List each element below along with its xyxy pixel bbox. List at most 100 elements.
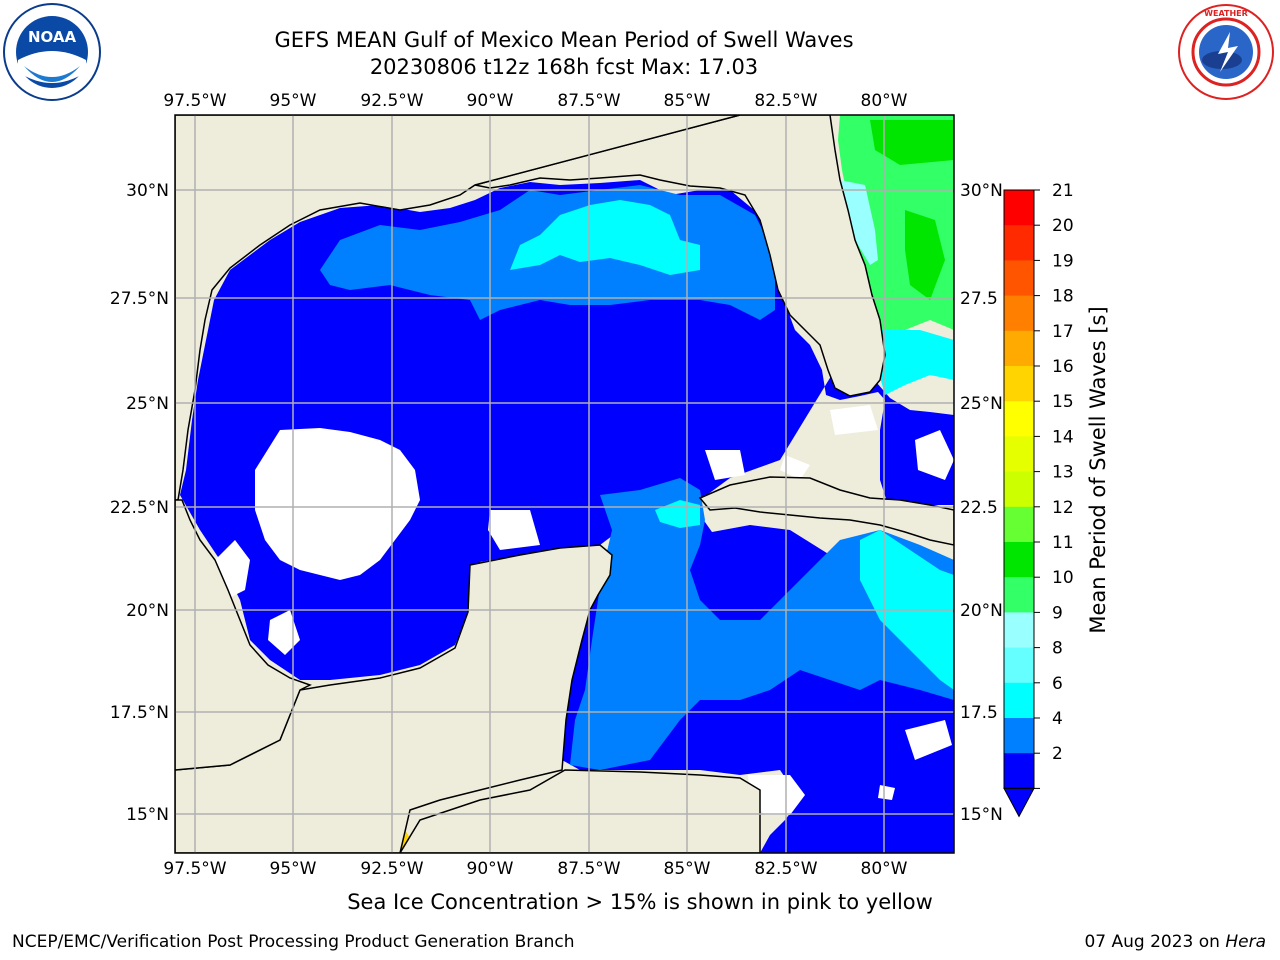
lon-label-top: 87.5°W: [557, 91, 620, 111]
lon-label-top: 95°W: [270, 91, 317, 111]
atlantic-green2: [905, 210, 945, 300]
lat-label-left: 22.5°N: [110, 498, 169, 518]
colorbar-swatch: [1004, 471, 1034, 508]
lat-label-right: 25°N: [960, 394, 1003, 414]
undefined-patch-west: [255, 428, 420, 580]
undefined-patch-bahamas: [915, 430, 954, 480]
lat-label-left: 27.5°N: [110, 289, 169, 309]
chart-subtitle: 20230806 t12z 168h fcst Max: 17.03: [369, 55, 759, 79]
lat-label-left: 30°N: [126, 181, 169, 201]
lon-label-bottom: 82.5°W: [754, 859, 817, 879]
lat-label-right: 30°N: [960, 181, 1003, 201]
colorbar-tick-label: 14: [1052, 427, 1074, 447]
lat-label-right: 27.5: [960, 289, 998, 309]
lon-label-top: 85°W: [664, 91, 711, 111]
atlantic-bright-green: [870, 120, 954, 165]
colorbar-swatch: [1004, 542, 1034, 578]
colorbar-extend-arrow: [1003, 787, 1035, 818]
colorbar-tick-label: 13: [1052, 463, 1074, 483]
lon-label-bottom: 80°W: [861, 859, 908, 879]
colorbar-swatch: [1004, 401, 1034, 437]
colorbar-swatch: [1004, 647, 1034, 684]
lon-label-bottom: 87.5°W: [557, 859, 620, 879]
colorbar-tick-label: 20: [1052, 216, 1074, 236]
ocean-6-8-north: [510, 200, 700, 275]
colorbar-swatch: [1004, 682, 1034, 719]
us-coast-land: [175, 115, 741, 501]
undefined-patch-carib2: [905, 720, 952, 760]
colorbar-frame: [1003, 189, 1035, 789]
colorbar-title: Mean Period of Swell Waves [s]: [1086, 306, 1110, 633]
footer-date-text: 07 Aug 2023 on: [1084, 932, 1226, 952]
map-gridlines: [175, 115, 954, 853]
lat-labels-left: 30°N 27.5°N 25°N 22.5°N 20°N 17.5°N 15°N: [110, 181, 169, 825]
lat-label-left: 17.5°N: [110, 703, 169, 723]
lon-label-bottom: 90°W: [467, 859, 514, 879]
svg-text:WEATHER: WEATHER: [1204, 9, 1248, 18]
colorbar-swatch: [1004, 718, 1034, 754]
lon-label-bottom: 92.5°W: [360, 859, 423, 879]
colorbar-tick-label: 18: [1052, 287, 1074, 307]
colorbar-tick-label: 11: [1052, 533, 1074, 553]
noaa-logo-text: NOAA: [28, 28, 77, 46]
colorbar-swatch: [1004, 366, 1034, 402]
lon-label-top: 97.5°W: [163, 91, 226, 111]
colorbar-swatch: [1004, 436, 1034, 473]
colorbar-swatch: [1004, 295, 1034, 332]
colorbar-tick-label: 21: [1052, 181, 1074, 201]
colorbar-tick-label: 6: [1052, 674, 1063, 694]
lat-labels-right: 30°N 27.5 25°N 22.5 20°N 17.5 15°N: [960, 181, 1003, 825]
noaa-logo: NOAA: [3, 3, 101, 101]
undefined-patch-keys: [830, 405, 878, 435]
colorbar-swatch: [1004, 577, 1034, 613]
colorbar-tick-label: 4: [1052, 709, 1063, 729]
colorbar-tick-label: 10: [1052, 568, 1074, 588]
lat-label-left: 15°N: [126, 805, 169, 825]
colorbar-tick-label: 17: [1052, 322, 1074, 342]
colorbar-swatch: [1004, 225, 1034, 261]
colorbar-tick-label: 12: [1052, 498, 1074, 518]
colorbar-tick-label: 15: [1052, 392, 1074, 412]
lon-label-bottom: 97.5°W: [163, 859, 226, 879]
lon-label-top: 90°W: [467, 91, 514, 111]
lon-label-top: 92.5°W: [360, 91, 423, 111]
undefined-patch-east2: [780, 455, 810, 480]
cuba-land: [698, 476, 954, 546]
lat-label-right: 20°N: [960, 601, 1003, 621]
colorbar-swatch: [1004, 506, 1034, 543]
map-frame: [174, 114, 955, 854]
lon-labels-top: 97.5°W 95°W 92.5°W 90°W 87.5°W 85°W 82.5…: [163, 91, 907, 111]
chart-title: GEFS MEAN Gulf of Mexico Mean Period of …: [274, 28, 854, 52]
colorbar-tick-label: 9: [1052, 603, 1063, 623]
footer-credit: NCEP/EMC/Verification Post Processing Pr…: [12, 932, 575, 952]
florida-land: [474, 115, 886, 397]
yucatan-land: [175, 544, 613, 853]
lon-label-bottom: 85°W: [664, 859, 711, 879]
colorbar-swatch: [1004, 753, 1034, 789]
lat-label-right: 17.5: [960, 703, 998, 723]
footer-host: Hera: [1225, 932, 1266, 952]
lon-label-bottom: 95°W: [270, 859, 317, 879]
lon-label-top: 80°W: [861, 91, 908, 111]
lat-label-right: 22.5: [960, 498, 998, 518]
atlantic-cyan: [840, 180, 878, 265]
undefined-patch-s: [268, 610, 300, 655]
footer-date: 07 Aug 2023 on Hera: [1084, 932, 1266, 952]
lat-label-right: 15°N: [960, 805, 1003, 825]
colorbar-tick-label: 19: [1052, 251, 1074, 271]
colorbar-tick-label: 16: [1052, 357, 1074, 377]
lon-label-top: 82.5°W: [754, 91, 817, 111]
undefined-patch-east: [705, 450, 745, 480]
map-plot: [175, 115, 954, 853]
sea-ice-note: Sea Ice Concentration > 15% is shown in …: [347, 890, 933, 914]
colorbar: 21 20 19 18 17 16 15 14 13 12 11 10 9 8 6 4 2: [1003, 181, 1074, 818]
undefined-patch-hond: [748, 775, 805, 815]
atlantic-cyan2: [878, 330, 954, 395]
colorbar-swatch: [1004, 330, 1034, 367]
lon-labels-bottom: 97.5°W 95°W 92.5°W 90°W 87.5°W 85°W 82.5…: [163, 859, 907, 879]
colorbar-swatch: [1004, 190, 1034, 226]
undefined-patch-carib3: [878, 785, 895, 800]
lat-label-left: 20°N: [126, 601, 169, 621]
colorbar-tick-label: 8: [1052, 639, 1063, 659]
